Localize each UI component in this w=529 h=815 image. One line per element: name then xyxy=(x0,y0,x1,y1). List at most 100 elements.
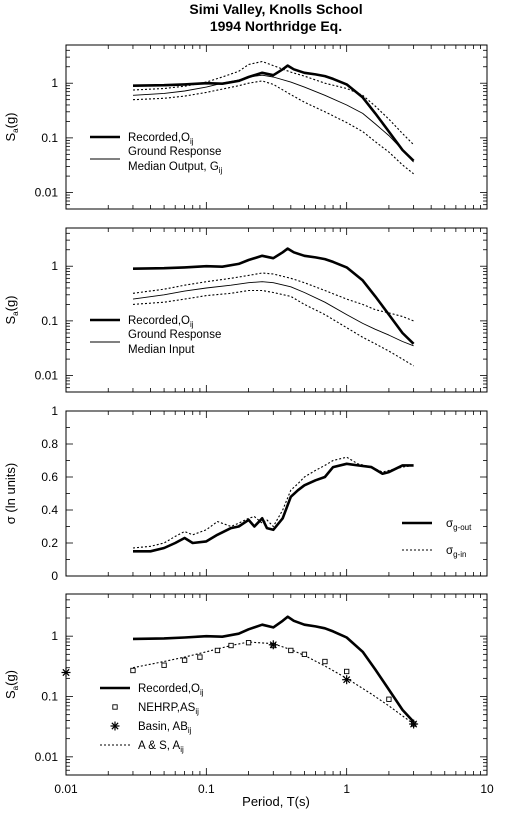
panel-2-legend-1-label-line2: Median Input xyxy=(128,344,195,356)
panel-4-series-1-point-6 xyxy=(245,640,252,646)
panel-2-ylabel-rest: (g) xyxy=(3,295,18,311)
panel-4-series-2-point-0-stroke-3 xyxy=(62,668,70,677)
panel-3-ylabel: σ (ln units) xyxy=(3,463,18,524)
panel-1-series-1-line xyxy=(132,74,414,163)
panel-4-ylabel-main: S xyxy=(3,690,18,699)
panel-4-series-1-point-2 xyxy=(181,657,188,663)
panel-2-ylabel-sub: a xyxy=(11,311,20,316)
panel-2-ylabel-main: S xyxy=(3,316,18,325)
panel-4-series-0-line xyxy=(132,615,415,723)
panel-4-series-1-point-8 xyxy=(288,647,294,654)
panel-1-series xyxy=(132,60,415,175)
panel-1-ytick-label-1: 0.1 xyxy=(41,131,58,145)
panel-1-legend-1-label-line2-sub: ij xyxy=(219,166,223,175)
panel-4-legend-0-label-main: Recorded,O xyxy=(138,683,200,695)
x-tick-label-2: 1 xyxy=(343,782,350,796)
panel-1-series-0-line xyxy=(132,64,415,162)
panel-3-legend: σg-out σg-in xyxy=(402,518,472,559)
panel-4-legend-2-label-main: Basin, AB xyxy=(138,721,188,733)
panel-1-frame xyxy=(65,44,488,210)
panel-3-legend-1-label-sub: g-in xyxy=(453,550,466,559)
panel-4-legend-1-swatch xyxy=(112,704,118,710)
panel-4-series-2-point-1 xyxy=(268,640,278,650)
panel-1-ylabel-group: Sa(g) xyxy=(3,112,20,141)
panel-4-series-1-point-0 xyxy=(130,667,136,674)
panel-1-ytick-label-2: 0.01 xyxy=(35,186,59,200)
panel-4-ytick-label-2: 0.01 xyxy=(35,750,59,764)
panel-4-series-3-line xyxy=(132,641,414,725)
panel-4-series-1-point-1 xyxy=(161,662,167,668)
x-axis-label: Period, T(s) xyxy=(242,794,310,809)
panel-1-legend-0-label-main: Recorded,O xyxy=(128,132,190,144)
panel-2-legend-0-label: Recorded,Oij xyxy=(128,315,194,329)
panel-4-ylabel-rest: (g) xyxy=(3,670,18,686)
panel-4-series-1-point-3 xyxy=(197,654,203,660)
panel-4-legend-3-label-sub: ij xyxy=(180,745,184,754)
panel-3-series-1-line xyxy=(132,456,414,549)
panel-1-legend-0-label-sub: ij xyxy=(190,137,194,146)
panel-4-legend-3-label-main: A & S, A xyxy=(138,740,181,752)
panel-4-ytick-label-1: 0.1 xyxy=(41,690,58,704)
panel-1-ylabel-sub: a xyxy=(11,128,20,133)
panel-4-frame xyxy=(65,593,488,776)
panel-4-series-2-point-3 xyxy=(409,719,419,729)
panel-3-series-0-line xyxy=(133,462,414,553)
panel-3-series xyxy=(132,456,414,553)
panel-2-ylabel: Sa(g) xyxy=(3,295,20,324)
panel-4-series-1-point-11 xyxy=(344,668,350,675)
panel-2-series-2-line xyxy=(132,272,414,322)
panel-4-series-1-point-4 xyxy=(214,647,221,654)
panel-4-legend-0-label: Recorded,Oij xyxy=(138,683,204,697)
panel-2-series xyxy=(132,247,415,367)
panel-1-series-3-line xyxy=(132,80,414,175)
panel-3-ytick-label-2: 0.6 xyxy=(41,470,58,484)
panel-4-ytick-label-0: 1 xyxy=(51,629,58,643)
panel-1-legend-1-label-line2-main: Median Output, G xyxy=(128,161,219,173)
panel-4-series xyxy=(132,615,415,725)
chart-title-line1: Simi Valley, Knolls School xyxy=(189,1,362,17)
panel-4-series-2-point-3-stroke-3 xyxy=(410,720,418,728)
chart-title-line2: 1994 Northridge Eq. xyxy=(210,18,342,34)
panel-3-ytick-label-3: 0.4 xyxy=(41,503,58,517)
x-tick-label-1: 0.1 xyxy=(198,782,215,796)
panel-3-ylabel-group: σ (ln units) xyxy=(3,463,18,524)
panel-4-series-1-point-9 xyxy=(301,651,308,657)
panel-3-ytick-label-4: 0.2 xyxy=(41,536,58,550)
panel-2-legend-0-label-main: Recorded,O xyxy=(128,315,190,327)
panel-4-series-2-point-1-stroke-3 xyxy=(269,641,277,649)
panel-4-legend-2-swatch xyxy=(110,721,120,731)
panel-3-legend-1-label: σg-in xyxy=(446,545,466,559)
panel-2-frame xyxy=(65,227,488,393)
panel-4-legend-1-label: NEHRP,ASij xyxy=(138,702,199,716)
panel-3-frame xyxy=(65,410,488,577)
panel-4-legend-2-swatch-stroke-3 xyxy=(111,722,119,730)
panel-4-legend-2-label-sub: ij xyxy=(188,726,192,735)
panel-2-legend-0-label-sub: ij xyxy=(190,320,194,329)
x-tick-label-3: 10 xyxy=(480,782,494,796)
panel-2-legend-1-label-line2-main: Median Input xyxy=(128,344,195,356)
panel-2-ytick-label-1: 0.1 xyxy=(41,314,58,328)
panel-4-series-1-point-12 xyxy=(386,696,392,702)
panel-1-ytick-label-0: 1 xyxy=(51,76,58,90)
panel-2-legend-1-label-line1: Ground Response xyxy=(128,329,221,341)
x-tick-label-0: 0.01 xyxy=(54,782,78,796)
panel-2-ylabel-group: Sa(g) xyxy=(3,295,20,324)
panel-1-legend-0-label: Recorded,Oij xyxy=(128,132,194,146)
panel-4-series-2-point-2 xyxy=(342,675,352,685)
panel-2-series-1-line xyxy=(132,281,414,347)
panel-4-legend-2-label: Basin, ABij xyxy=(138,721,192,735)
panel-1-ylabel-rest: (g) xyxy=(3,112,18,128)
panel-3-legend-0-label-sub: g-out xyxy=(453,523,472,532)
panel-3-ytick-label-0: 1 xyxy=(51,404,58,418)
panel-4-legend-1-label-main: NEHRP,AS xyxy=(138,702,196,714)
panel-3-ytick-label-5: 0 xyxy=(51,569,58,583)
panel-3-ylabel-main: σ (ln units) xyxy=(3,463,18,524)
panel-1-legend-1-label-line1: Ground Response xyxy=(128,146,221,158)
panel-2-series-0-line xyxy=(132,247,415,345)
panel-4-ylabel: Sa(g) xyxy=(3,670,20,699)
panel-3-legend-0-label-main: σ xyxy=(446,518,453,530)
panel-1-ylabel-main: S xyxy=(3,133,18,142)
